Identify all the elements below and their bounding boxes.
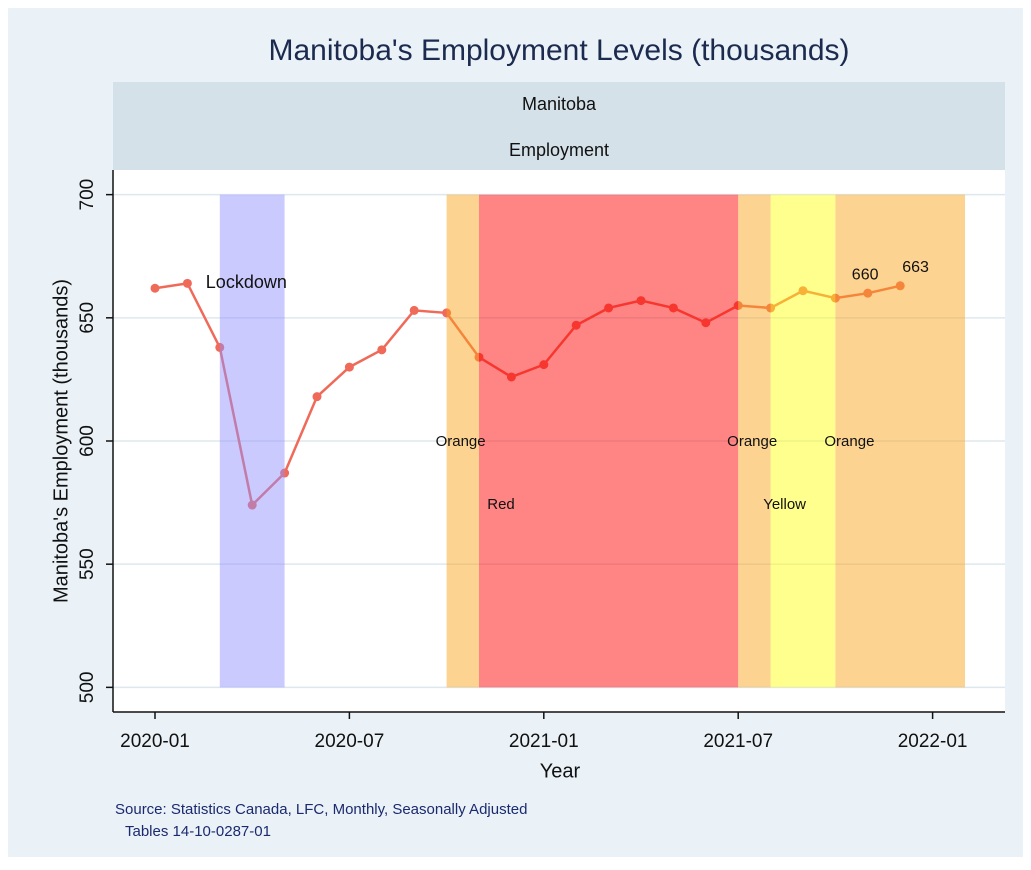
source-note: Tables 14-10-0287-01 <box>125 823 271 840</box>
point <box>150 283 160 293</box>
x-tick-label: 2021-01 <box>509 731 579 752</box>
band-label: Orange <box>727 433 777 450</box>
point <box>474 352 484 362</box>
band <box>446 194 479 688</box>
point <box>442 308 452 318</box>
point <box>312 392 322 402</box>
y-tick-label: 600 <box>77 425 98 457</box>
band <box>770 194 836 688</box>
point <box>280 468 290 478</box>
x-tick-label: 2020-07 <box>315 731 385 752</box>
panel-label: Employment <box>509 140 609 160</box>
source-note: Source: Statistics Canada, LFC, Monthly,… <box>115 801 527 818</box>
band <box>738 194 771 688</box>
chart-title: Manitoba's Employment Levels (thousands) <box>268 34 849 67</box>
point <box>766 303 776 313</box>
point <box>377 345 387 355</box>
band <box>219 194 285 688</box>
panel-label: Manitoba <box>522 94 597 114</box>
x-axis-label: Year <box>540 760 581 782</box>
y-tick-label: 500 <box>77 672 98 704</box>
point <box>733 301 743 310</box>
line <box>154 281 901 508</box>
point <box>895 281 905 291</box>
point <box>182 278 192 288</box>
x-tick-label: 2022-01 <box>898 731 968 752</box>
point <box>539 360 549 370</box>
value-label: 660 <box>852 266 879 283</box>
point <box>636 296 646 306</box>
x-tick-label: 2021-07 <box>703 731 773 752</box>
y-tick-label: 700 <box>77 179 98 211</box>
y-tick-label: 550 <box>77 548 98 580</box>
value-label: 663 <box>902 259 929 276</box>
point <box>571 320 581 330</box>
point <box>604 303 614 313</box>
point <box>506 372 516 382</box>
point <box>344 362 354 372</box>
point <box>409 305 419 315</box>
band-label: Red <box>487 496 515 513</box>
band-label: Lockdown <box>206 272 287 292</box>
point <box>215 342 225 352</box>
point <box>830 293 840 303</box>
band-label: Orange <box>824 433 874 450</box>
band <box>835 194 965 688</box>
x-tick-label: 2020-01 <box>120 731 190 752</box>
y-tick-label: 650 <box>77 302 98 334</box>
point <box>798 286 808 296</box>
y-axis-label: Manitoba's Employment (thousands) <box>50 279 72 603</box>
band-label: Orange <box>436 433 486 450</box>
point <box>863 288 873 298</box>
panel-strip <box>113 82 1005 170</box>
band-label: Yellow <box>763 496 806 513</box>
point <box>247 500 257 510</box>
point <box>701 318 711 328</box>
band <box>479 194 739 688</box>
point <box>668 303 678 313</box>
